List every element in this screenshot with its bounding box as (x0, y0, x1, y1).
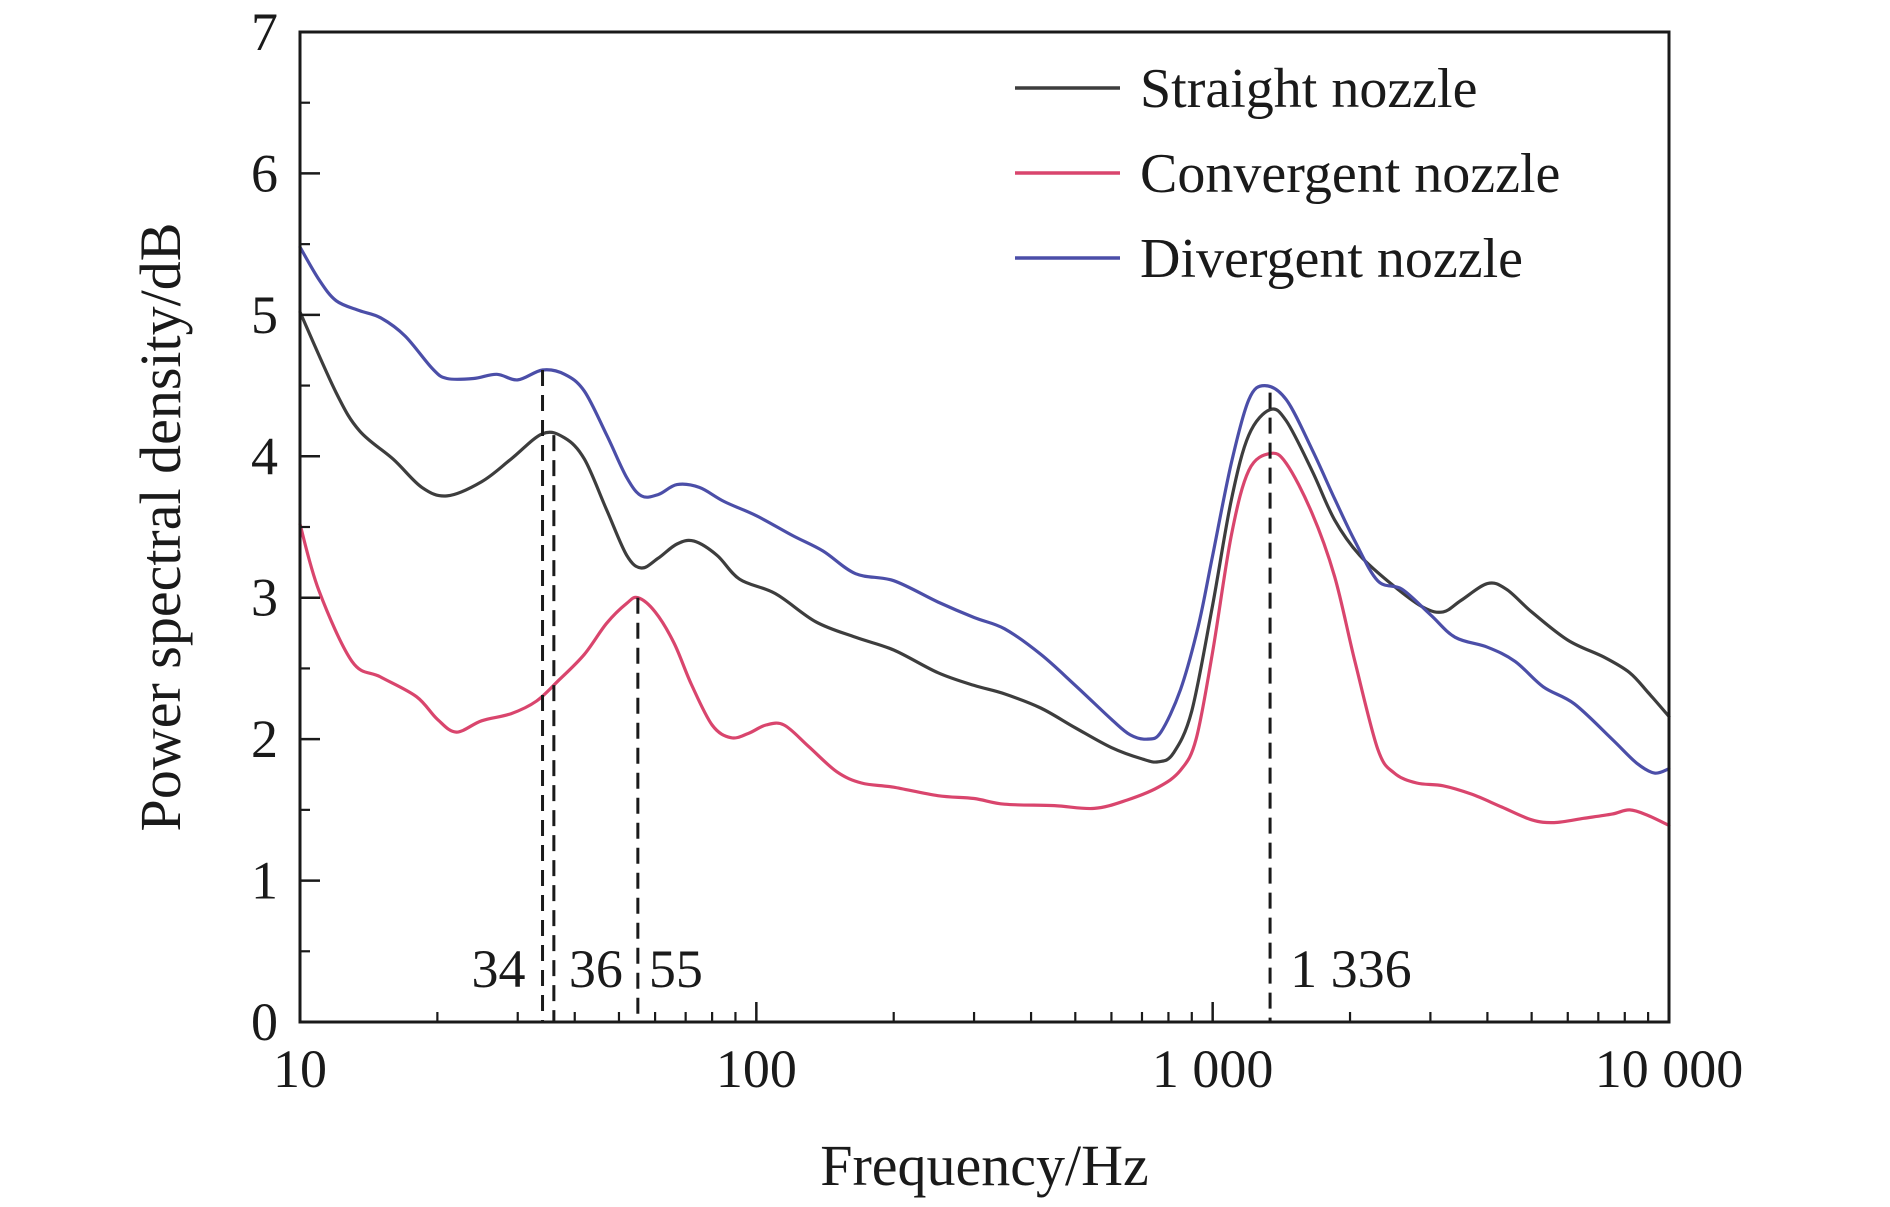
legend-label: Convergent nozzle (1140, 143, 1560, 205)
legend-label: Straight nozzle (1140, 58, 1477, 120)
series-line-1 (298, 310, 1671, 764)
peak-marker-label: 1 336 (1290, 939, 1412, 999)
peak-marker-label: 36 (569, 939, 623, 999)
peak-marker-label: 55 (649, 939, 703, 999)
series-lines (298, 245, 1671, 827)
series-line-3 (298, 245, 1671, 775)
peak-marker-label: 34 (472, 939, 526, 999)
x-tick-label: 1 000 (1152, 1039, 1274, 1099)
y-tick-label: 2 (251, 709, 278, 769)
x-tick-label: 10 (273, 1039, 327, 1099)
x-tick-label: 100 (716, 1039, 797, 1099)
peak-markers: 34 36 55 1 336 (472, 370, 1412, 1022)
x-axis: 10 100 1 000 10 000 (273, 1002, 1743, 1099)
y-axis-title: Power spectral density/dB (128, 223, 193, 832)
y-tick-label: 3 (251, 568, 278, 628)
y-tick-label: 0 (251, 992, 278, 1052)
y-tick-label: 5 (251, 285, 278, 345)
y-tick-label: 1 (251, 851, 278, 911)
y-tick-label: 7 (251, 2, 278, 62)
y-tick-label: 4 (251, 426, 278, 486)
y-axis: 0 1 2 3 4 5 6 7 (251, 2, 320, 1052)
legend-label: Divergent nozzle (1140, 228, 1523, 290)
x-tick-label: 10 000 (1595, 1039, 1744, 1099)
x-axis-title: Frequency/Hz (820, 1133, 1149, 1198)
y-tick-label: 6 (251, 143, 278, 203)
legend: Straight nozzle Convergent nozzle Divergen… (1015, 58, 1560, 290)
